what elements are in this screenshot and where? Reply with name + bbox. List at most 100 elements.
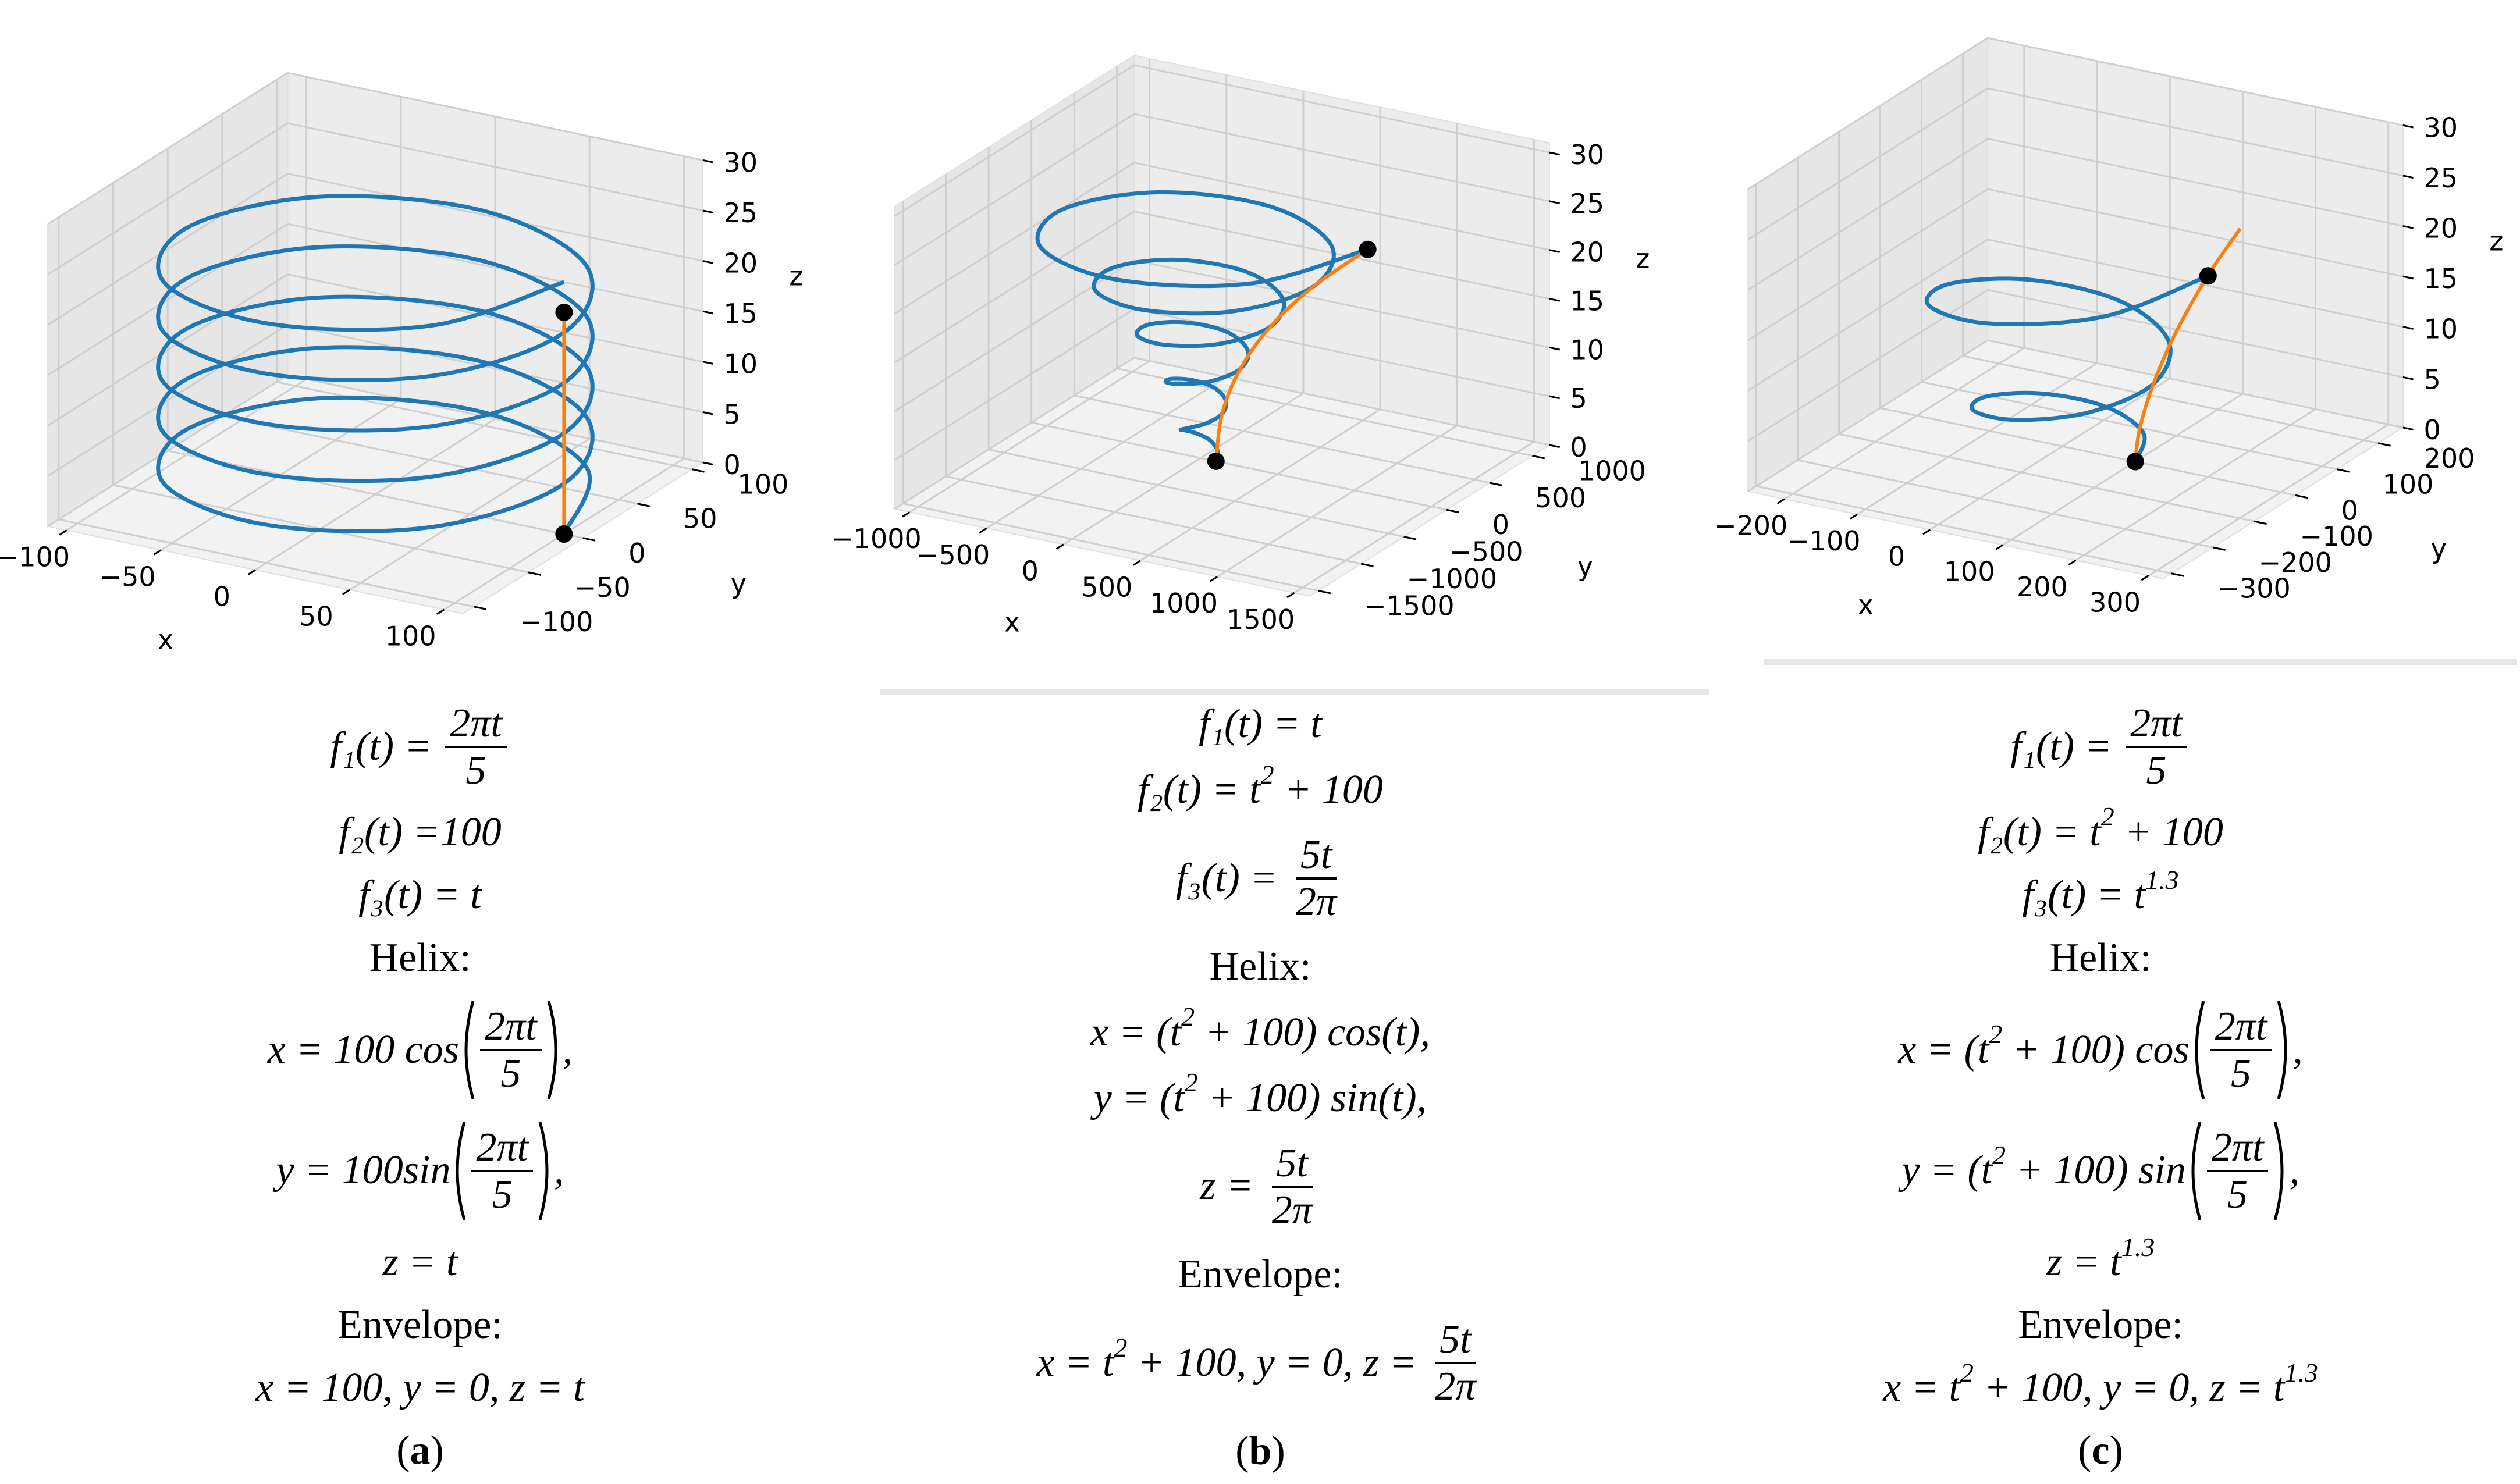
grid-line: [47, 72, 289, 225]
x-tick-label: 0: [1888, 540, 1905, 572]
tick-mark: [702, 411, 713, 415]
fraction: 2πt 5: [2210, 1004, 2272, 1096]
equation: x = (t 2 + 100) cos(t),: [1090, 1002, 1430, 1056]
y-tick-label: 50: [683, 503, 717, 535]
z-tick-label: 0: [723, 449, 740, 481]
parenthesis-stroke: [2274, 1121, 2284, 1220]
z-tick-label: 5: [1570, 383, 1587, 414]
equation: y = (t 2 + 100) sin(t),: [1093, 1067, 1427, 1122]
caption-label: c: [2091, 1428, 2110, 1474]
equation: f₁(t) = 2πt 5: [330, 701, 510, 793]
equation-text: f₁(t) =: [2010, 724, 2123, 769]
caption-paren: ): [430, 1428, 444, 1474]
fraction: 5t 2π: [1291, 832, 1341, 924]
grid-line: [1747, 239, 1989, 392]
tick-mark: [1549, 151, 1560, 156]
y-axis-label: y: [1577, 551, 1593, 582]
x-tick-label: 1500: [1227, 604, 1295, 635]
tick-mark: [2212, 546, 2226, 551]
grid-line: [1784, 347, 2025, 500]
y-tick-label: 0: [628, 538, 645, 569]
tick-mark: [1055, 543, 1064, 550]
grid-line: [894, 64, 1135, 218]
grid-line: [287, 122, 703, 212]
equation-text: f₂(t) =100: [339, 809, 502, 855]
equation-text: + 100, y = 0, z =: [1127, 1340, 1427, 1385]
parenthesis-stroke: [538, 1121, 549, 1220]
caption-paren: (: [1235, 1428, 1249, 1474]
tick-mark: [474, 606, 487, 610]
x-tick-label: 500: [1081, 571, 1132, 603]
grid-line: [1133, 211, 1550, 300]
parenthesis: [464, 1001, 475, 1099]
tick-mark: [1995, 544, 2004, 550]
denominator: 2π: [1271, 1187, 1313, 1233]
y-tick-label: −200: [2259, 547, 2332, 578]
grid-line: [1133, 259, 1550, 348]
x-tick-label: 200: [2017, 571, 2068, 603]
z-tick-label: 20: [723, 248, 758, 279]
parenthesis-stroke: [2191, 1121, 2202, 1220]
y-tick-label: −1500: [1364, 590, 1455, 621]
tick-mark: [979, 527, 987, 534]
numerator: 2πt: [471, 1125, 534, 1172]
fraction: 2πt 5: [480, 1004, 542, 1096]
equation: z = t: [383, 1239, 458, 1286]
tick-mark: [2068, 559, 2077, 566]
z-tick-label: 20: [2423, 213, 2458, 244]
grid-line: [2075, 408, 2316, 561]
tick-mark: [1489, 482, 1502, 486]
parenthesis: [2195, 1001, 2205, 1099]
equation-text: + 100: [1274, 767, 1383, 812]
parenthesis-stroke: [2277, 1001, 2287, 1099]
x-tick-label: −500: [916, 539, 990, 571]
tick-mark: [702, 159, 713, 163]
equation-text: x = t: [1036, 1340, 1114, 1385]
grid-line: [1140, 408, 1381, 561]
grid-line: [894, 113, 1135, 266]
grid-line: [47, 173, 289, 326]
tick-mark: [1360, 563, 1374, 567]
denominator: 5: [500, 1051, 521, 1096]
grid-line: [902, 502, 1318, 592]
y-axis-label: y: [731, 568, 747, 600]
grid-line: [1987, 138, 2404, 227]
fraction: 2πt 5: [445, 701, 507, 793]
y-tick-label: −500: [1449, 536, 1523, 568]
grid-line: [1133, 357, 1550, 446]
equation-text: f₂(t) = t: [1138, 767, 1261, 812]
y-tick-label: 200: [2424, 443, 2475, 474]
superscript: 2: [1181, 1002, 1195, 1032]
curve: [156, 194, 595, 535]
tick-mark: [2171, 572, 2184, 577]
numerator: 5t: [1271, 1141, 1313, 1188]
equation-text: ,: [554, 1148, 564, 1193]
superscript: 2: [1114, 1332, 1128, 1362]
tick-mark: [702, 361, 713, 365]
z-tick-label: 5: [723, 398, 740, 430]
z-tick-label: 15: [1570, 285, 1604, 316]
y-tick-label: −100: [520, 606, 593, 638]
y-tick-label: 500: [1535, 482, 1586, 514]
superscript: 1.3: [2284, 1358, 2318, 1388]
equation: y = 100sin 2πt 5,: [276, 1119, 564, 1223]
grid-line: [1987, 339, 2404, 429]
y-tick-label: 0: [2341, 494, 2358, 526]
tick-mark: [691, 468, 705, 473]
tick-mark: [1446, 508, 1459, 514]
grid-line: [1987, 188, 2404, 277]
tick-mark: [342, 589, 350, 595]
tick-mark: [1549, 346, 1560, 351]
section-label: Envelope:: [2018, 1302, 2183, 1348]
caption-paren: (: [396, 1428, 410, 1474]
equation-text: y = (t: [1093, 1075, 1185, 1120]
x-axis-label: x: [1858, 589, 1874, 621]
superscript: 2: [1989, 1019, 2003, 1049]
equation-text: x = 100 cos: [267, 1027, 460, 1072]
equation-text: ,: [2289, 1148, 2299, 1193]
grid-line: [1880, 407, 2296, 496]
